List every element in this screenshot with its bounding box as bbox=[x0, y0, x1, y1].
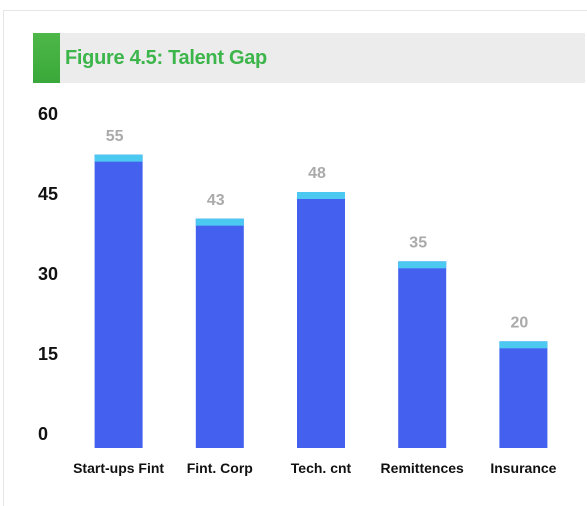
bar-cap bbox=[297, 192, 345, 199]
value-label: 35 bbox=[409, 235, 427, 252]
value-label: 20 bbox=[511, 315, 529, 332]
x-tick-label: Start-ups Fint bbox=[73, 460, 165, 476]
bar-cap bbox=[195, 218, 244, 226]
x-tick-label: Insurance bbox=[490, 460, 557, 476]
chart-title: Figure 4.5: Talent Gap bbox=[65, 47, 267, 69]
bar bbox=[94, 154, 143, 448]
value-label: 43 bbox=[207, 192, 225, 209]
title-banner: Figure 4.5: Talent Gap bbox=[33, 33, 585, 83]
x-tick-label: Fint. Corp bbox=[186, 460, 253, 476]
bar-cap bbox=[499, 341, 548, 349]
banner-accent bbox=[33, 33, 60, 83]
y-tick-label: 45 bbox=[38, 184, 58, 204]
y-tick-label: 0 bbox=[38, 424, 48, 444]
bar-cap bbox=[94, 154, 143, 162]
y-tick-label: 60 bbox=[38, 104, 58, 124]
y-tick-label: 30 bbox=[38, 264, 58, 284]
frame bbox=[3, 10, 587, 506]
bar bbox=[398, 261, 447, 448]
y-tick-label: 15 bbox=[38, 344, 58, 364]
bar bbox=[297, 192, 345, 448]
bar-cap bbox=[398, 261, 447, 269]
value-label: 48 bbox=[308, 165, 326, 182]
value-label: 55 bbox=[106, 128, 124, 145]
bar bbox=[499, 341, 548, 448]
x-tick-label: Tech. cnt bbox=[290, 460, 352, 476]
x-tick-label: Remittences bbox=[380, 460, 464, 476]
bar bbox=[195, 218, 244, 448]
